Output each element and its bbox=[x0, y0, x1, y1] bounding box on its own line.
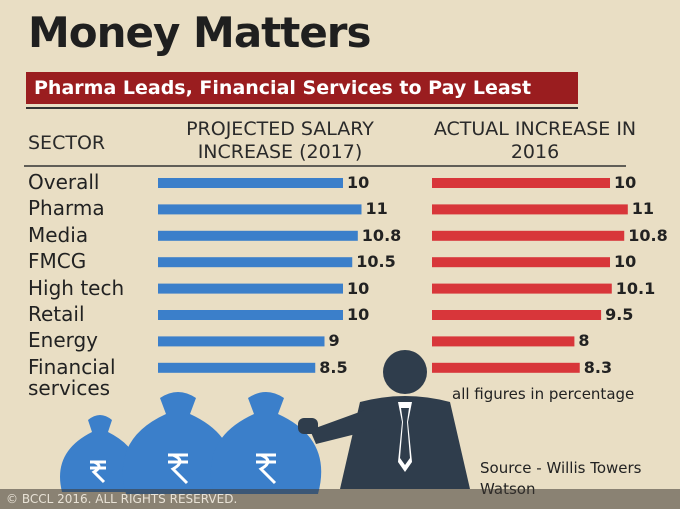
value-label: 11 bbox=[365, 199, 388, 219]
value-label: 10 bbox=[614, 252, 637, 272]
legend-entry: PROJECTED SALARY INCREASE (2017) bbox=[186, 118, 374, 163]
value-label: 10 bbox=[347, 305, 370, 324]
bar bbox=[432, 178, 610, 188]
bar bbox=[432, 283, 612, 294]
category-label: High tech bbox=[28, 275, 125, 300]
value-label: 10 bbox=[347, 278, 370, 298]
value-label: 10 bbox=[347, 173, 370, 192]
value-label: 8 bbox=[578, 331, 590, 351]
category-label: Energy bbox=[28, 328, 99, 353]
legend-entry: ACTUAL INCREASE IN 2016 bbox=[433, 118, 637, 163]
value-label: 8.3 bbox=[583, 357, 613, 377]
bar bbox=[432, 230, 625, 241]
category-label: FMCG bbox=[28, 249, 87, 274]
value-label: 11 bbox=[631, 199, 655, 219]
bar bbox=[432, 310, 602, 320]
bar bbox=[158, 362, 316, 373]
subtitle: Pharma Leads, Financial Services to Pay … bbox=[26, 72, 578, 104]
bar bbox=[432, 362, 580, 373]
tie bbox=[400, 408, 410, 465]
value-label: 10.5 bbox=[356, 252, 396, 272]
value-label: 9 bbox=[328, 331, 340, 351]
category-label: Financial services bbox=[28, 354, 116, 400]
bar bbox=[158, 310, 343, 320]
value-label: 10.8 bbox=[628, 225, 668, 245]
bar bbox=[158, 178, 343, 188]
category-label: Media bbox=[28, 222, 89, 247]
value-label: 10.8 bbox=[361, 225, 402, 245]
bar bbox=[158, 230, 358, 241]
bar bbox=[432, 336, 575, 347]
value-label: 10 bbox=[614, 173, 637, 192]
category-label: Overall bbox=[28, 170, 100, 194]
bar bbox=[158, 283, 343, 294]
title: Money Matters bbox=[28, 8, 372, 57]
value-label: 9.5 bbox=[605, 305, 634, 324]
note: all figures in percentage bbox=[452, 385, 635, 403]
value-label: 8.5 bbox=[319, 357, 348, 377]
bar bbox=[158, 336, 325, 347]
rupee-icons bbox=[90, 453, 277, 485]
bar bbox=[158, 257, 353, 268]
bar bbox=[432, 204, 628, 215]
category-label: Pharma bbox=[28, 196, 105, 221]
bar bbox=[432, 257, 610, 268]
category-label: Retail bbox=[28, 302, 85, 326]
category-header: SECTOR bbox=[28, 132, 106, 154]
copyright: © BCCL 2016. ALL RIGHTS RESERVED. bbox=[0, 489, 680, 509]
bar bbox=[158, 204, 362, 215]
money-bags bbox=[60, 392, 322, 494]
value-label: 10.1 bbox=[615, 278, 656, 298]
